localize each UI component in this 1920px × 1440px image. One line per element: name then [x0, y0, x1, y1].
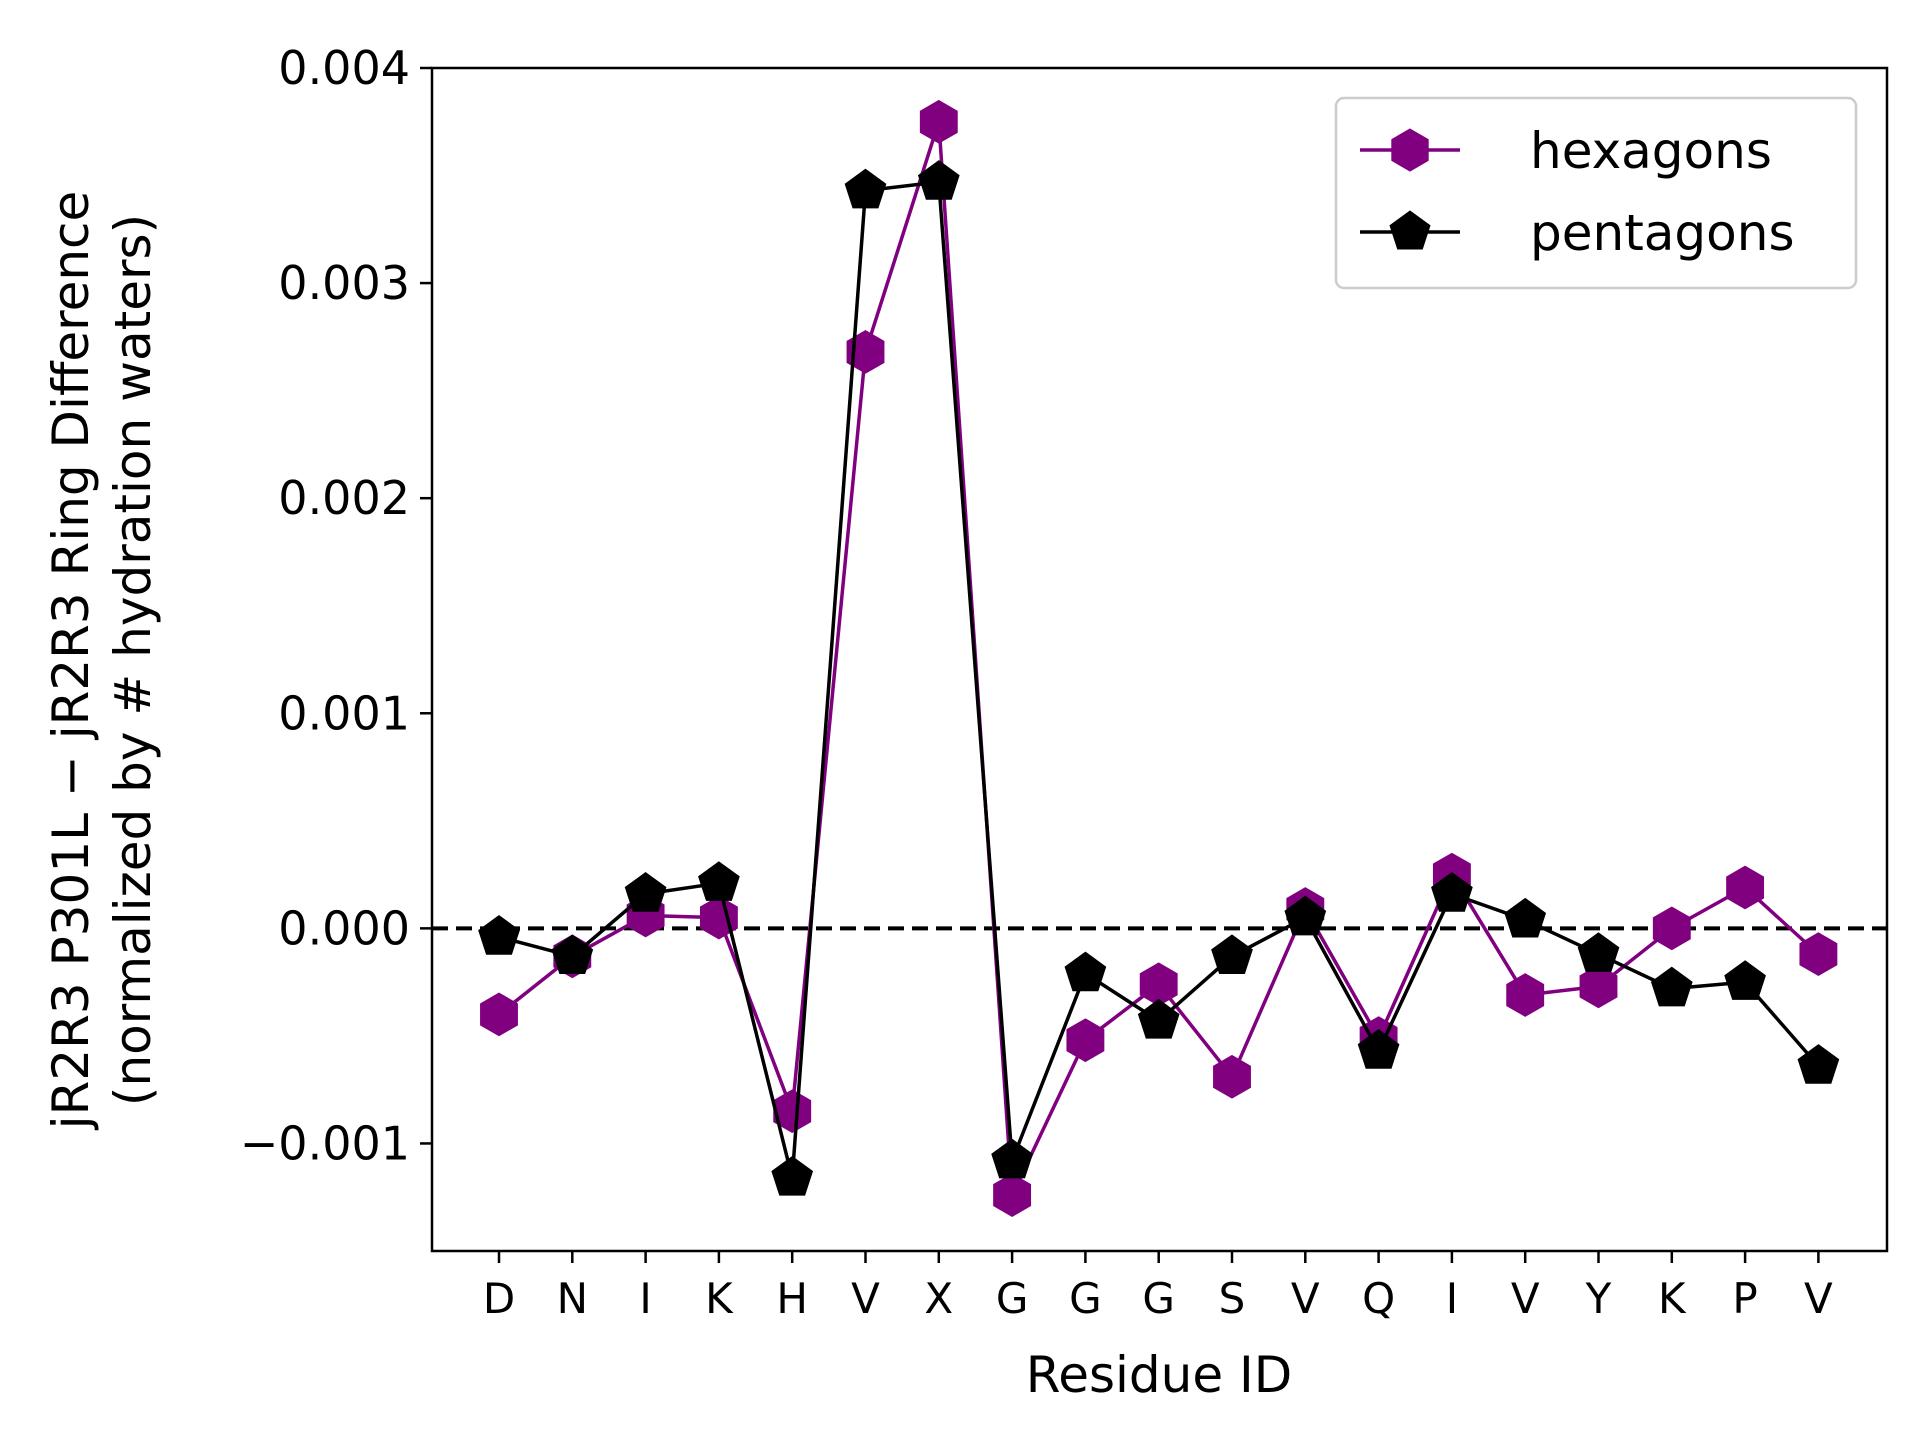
x-tick-label: I [639, 1274, 651, 1323]
x-tick-label: Y [1585, 1274, 1612, 1323]
hexagons-marker [1066, 1018, 1105, 1063]
pentagons-marker [991, 1138, 1033, 1179]
series-pentagons [478, 160, 1840, 1196]
pentagons-marker [1650, 966, 1693, 1007]
pentagons-marker [478, 915, 520, 955]
pentagons-marker [917, 160, 960, 200]
legend-entry-pentagons: pentagons [1360, 204, 1795, 262]
hexagons-marker [993, 1173, 1032, 1217]
y-axis-title-line2: (normalized by # hydration waters) [104, 214, 162, 1106]
x-tick-label: Q [1362, 1274, 1395, 1323]
pentagons-marker [698, 861, 740, 901]
x-tick-label: G [1142, 1274, 1175, 1323]
x-tick-label: K [705, 1274, 734, 1323]
hexagons-marker [919, 99, 958, 144]
x-tick-label: V [1804, 1274, 1833, 1323]
hexagons-marker [699, 895, 738, 940]
hexagons-marker [480, 992, 518, 1037]
hexagons-marker [1799, 932, 1838, 977]
pentagons-marker [1431, 872, 1473, 912]
x-tick-label: H [776, 1274, 808, 1323]
pentagons-marker [1797, 1044, 1840, 1084]
legend-label-pentagons: pentagons [1530, 204, 1795, 262]
legend-box [1334, 96, 1858, 290]
pentagons-marker [1064, 951, 1107, 992]
pentagons-marker [1357, 1029, 1400, 1069]
y-tick-label: 0.004 [278, 41, 410, 95]
y-tick-label: 0.001 [278, 686, 410, 740]
pentagons-marker [771, 1155, 814, 1196]
x-axis-title: Residue ID [1026, 1346, 1293, 1404]
y-tick-label: 0.000 [278, 901, 410, 955]
legend-marker-pentagons [1389, 210, 1431, 250]
x-tick-label: V [851, 1274, 880, 1323]
y-tick-label: −0.001 [240, 1116, 410, 1170]
legend-marker-hexagons [1391, 128, 1429, 172]
legend-entry-hexagons: hexagons [1360, 122, 1772, 180]
hexagons-marker [1506, 973, 1545, 1017]
pentagons-marker [1577, 932, 1620, 972]
hexagons-marker [1579, 964, 1618, 1009]
pentagons-marker [844, 168, 887, 209]
pentagons-marker [1284, 895, 1327, 936]
pentagons-marker [1211, 934, 1253, 975]
hexagons-marker [1726, 865, 1765, 910]
x-tick-label: P [1732, 1274, 1757, 1323]
hexagons-marker [1213, 1054, 1251, 1099]
pentagons-marker [551, 934, 594, 975]
y-tick-label: 0.003 [278, 256, 410, 310]
x-tick-label: D [483, 1274, 515, 1323]
x-tick-label: G [996, 1274, 1029, 1323]
pentagons-marker [624, 872, 667, 912]
y-tick-label: 0.002 [278, 471, 410, 525]
legend: hexagons pentagons [1334, 96, 1858, 290]
pentagons-marker [1137, 998, 1180, 1039]
x-tick-label: K [1658, 1274, 1687, 1323]
x-tick-label: I [1446, 1274, 1458, 1323]
pentagons-marker [1504, 897, 1547, 938]
hexagons-marker [1652, 906, 1691, 951]
x-tick-label: S [1219, 1274, 1246, 1323]
legend-label-hexagons: hexagons [1530, 122, 1772, 180]
x-tick-label: V [1291, 1274, 1320, 1323]
x-tick-label: N [557, 1274, 588, 1323]
x-tick-label: G [1069, 1274, 1102, 1323]
x-tick-label: V [1511, 1274, 1540, 1323]
x-tick-label: X [924, 1274, 953, 1323]
pentagons-marker [1724, 960, 1766, 1000]
hexagons-marker [846, 330, 885, 374]
y-axis-title-line1: jR2R3 P301L − jR2R3 Ring Difference [42, 191, 100, 1131]
